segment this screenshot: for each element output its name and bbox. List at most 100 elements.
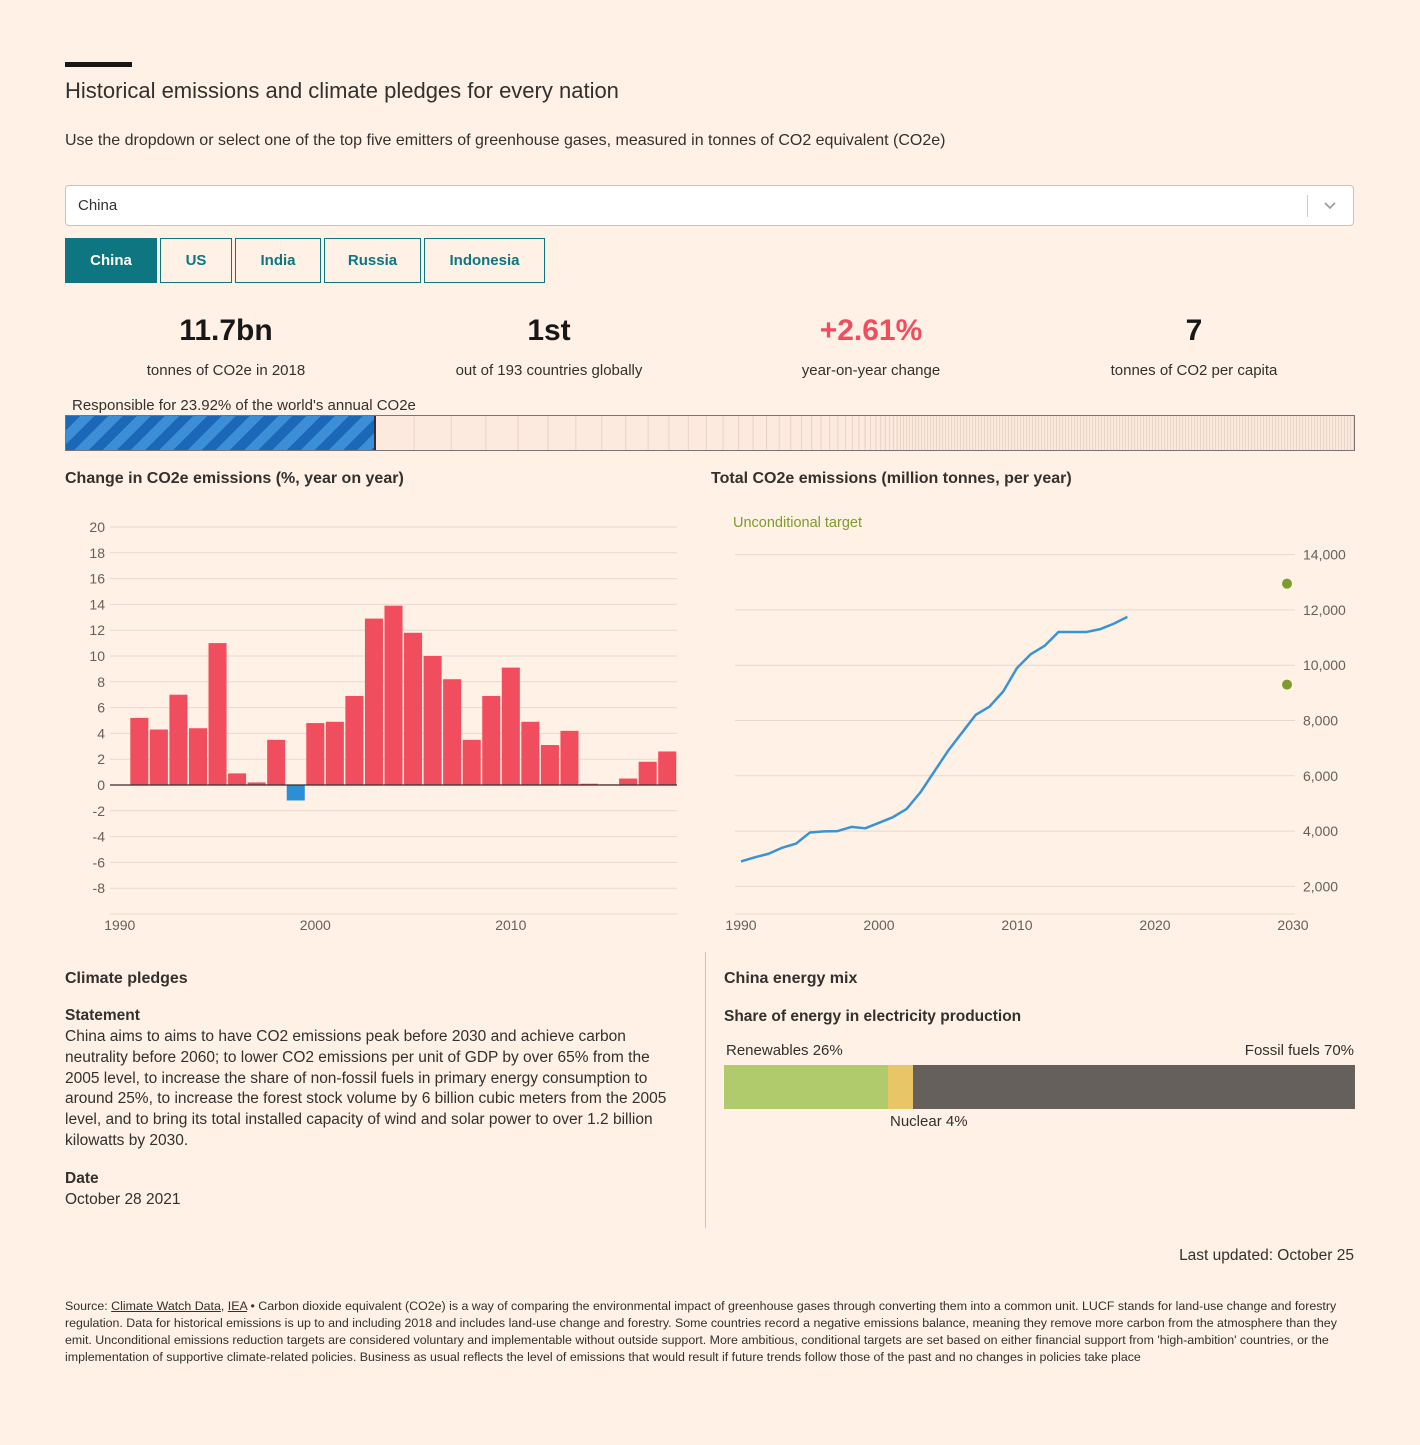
bar xyxy=(521,721,540,785)
renewables-label: Renewables 26% xyxy=(726,1042,843,1059)
bar xyxy=(482,695,501,785)
country-select-value: China xyxy=(78,197,118,214)
tab-indonesia[interactable]: Indonesia xyxy=(424,238,545,283)
share-label: Responsible for 23.92% of the world's an… xyxy=(72,397,416,414)
target-point xyxy=(1282,578,1292,589)
target-point xyxy=(1282,679,1292,690)
bar xyxy=(501,667,520,785)
x-tick-label: 2010 xyxy=(1001,917,1032,933)
nuclear-label: Nuclear 4% xyxy=(890,1113,968,1130)
y-tick-label: 10,000 xyxy=(1303,657,1346,673)
fossil-label: Fossil fuels 70% xyxy=(1244,1042,1354,1059)
dropdown-separator xyxy=(1307,195,1308,217)
pledge-statement: China aims to aims to have CO2 emissions… xyxy=(65,1028,667,1149)
statement-heading: Statement xyxy=(65,1007,140,1024)
bar xyxy=(443,679,462,785)
stat-value: 7 xyxy=(1185,314,1203,347)
tab-russia[interactable]: Russia xyxy=(324,238,421,283)
bar xyxy=(619,778,638,785)
bar xyxy=(149,729,168,785)
y-tick-label: 14,000 xyxy=(1303,547,1346,563)
y-tick-label: 10 xyxy=(89,648,105,664)
stat-value: +2.61% xyxy=(819,314,923,347)
bar xyxy=(247,782,266,785)
y-tick-label: 12 xyxy=(89,622,105,638)
bar xyxy=(560,730,579,785)
y-tick-label: 6 xyxy=(97,700,105,716)
page-title: Historical emissions and climate pledges… xyxy=(65,78,619,103)
bar xyxy=(540,745,559,785)
world-share-bar xyxy=(65,415,1355,451)
target-label: Unconditional target xyxy=(733,515,862,531)
bar xyxy=(267,739,286,785)
y-tick-label: -6 xyxy=(93,854,106,870)
date-heading: Date xyxy=(65,1170,99,1187)
bar xyxy=(286,785,305,801)
world-share-fill xyxy=(66,416,377,450)
pledge-date: October 28 2021 xyxy=(65,1191,181,1208)
y-tick-label: 12,000 xyxy=(1303,602,1346,618)
y-tick-label: 20 xyxy=(89,519,105,535)
chevron-down-icon[interactable] xyxy=(1321,196,1339,214)
bar xyxy=(638,761,657,785)
bar xyxy=(169,694,188,785)
headline-rule xyxy=(65,62,132,67)
stat-total-emissions: 11.7bn tonnes of CO2e in 2018 xyxy=(66,314,386,379)
country-tabs: China US India Russia Indonesia xyxy=(65,238,545,283)
bar xyxy=(404,632,423,785)
energy-mix-bar xyxy=(724,1065,1355,1109)
x-tick-label: 1990 xyxy=(725,917,756,933)
y-tick-label: 18 xyxy=(89,545,105,561)
x-tick-label: 2000 xyxy=(863,917,894,933)
y-tick-label: 2,000 xyxy=(1303,878,1338,894)
fossil-segment xyxy=(913,1065,1355,1109)
emissions-series-line xyxy=(740,615,1128,863)
stat-label: tonnes of CO2e in 2018 xyxy=(146,362,306,379)
footnote-comma: , xyxy=(220,1299,228,1313)
bar xyxy=(130,717,149,785)
stat-label: out of 193 countries globally xyxy=(455,362,643,379)
bar-chart-title: Change in CO2e emissions (%, year on yea… xyxy=(65,470,404,487)
stat-value: 11.7bn xyxy=(179,314,273,347)
stat-value: 1st xyxy=(527,314,571,347)
nuclear-segment xyxy=(888,1065,914,1109)
bar xyxy=(364,618,383,785)
tab-us[interactable]: US xyxy=(160,238,232,283)
climate-watch-link[interactable]: Climate Watch Data xyxy=(111,1299,221,1313)
stat-rank: 1st out of 193 countries globally xyxy=(389,314,709,379)
stat-label: year-on-year change xyxy=(801,362,941,379)
line-chart-title: Total CO2e emissions (million tonnes, pe… xyxy=(711,470,1072,487)
section-divider xyxy=(705,952,706,1228)
bar xyxy=(423,656,442,785)
tab-india[interactable]: India xyxy=(235,238,321,283)
tab-china[interactable]: China xyxy=(65,238,157,283)
bar xyxy=(228,773,247,785)
x-tick-label: 2010 xyxy=(495,917,526,933)
country-select[interactable]: China xyxy=(65,185,1354,226)
bar xyxy=(208,643,227,785)
footnote-prefix: Source: xyxy=(65,1299,112,1313)
footnote: Source: Climate Watch Data, IEA • Carbon… xyxy=(65,1298,1355,1366)
bar xyxy=(384,605,403,785)
x-tick-label: 2030 xyxy=(1277,917,1308,933)
bar xyxy=(188,728,208,785)
y-tick-label: 4 xyxy=(97,725,105,741)
y-tick-label: 8,000 xyxy=(1303,713,1338,729)
iea-link[interactable]: IEA xyxy=(227,1299,248,1313)
share-bar-ticks xyxy=(373,416,1354,450)
total-emissions-line-chart: 14,000 12,000 10,000 8,000 6,000 4,000 2,000 Un… xyxy=(725,515,1346,933)
bar xyxy=(325,721,344,785)
y-tick-label: 0 xyxy=(97,777,105,793)
bar xyxy=(345,695,364,785)
bar xyxy=(579,783,599,785)
renewables-segment xyxy=(724,1065,889,1109)
y-tick-label: -2 xyxy=(93,803,106,819)
y-tick-label: 6,000 xyxy=(1303,768,1338,784)
footnote-text: • Carbon dioxide equivalent (CO2e) is a … xyxy=(65,1299,1337,1364)
bar xyxy=(658,751,677,785)
y-tick-label: -8 xyxy=(93,880,106,896)
page-subtitle: Use the dropdown or select one of the to… xyxy=(65,132,946,149)
y-tick-label: -4 xyxy=(93,829,106,845)
y-tick-label: 8 xyxy=(97,674,105,690)
stat-label: tonnes of CO2 per capita xyxy=(1110,362,1278,379)
